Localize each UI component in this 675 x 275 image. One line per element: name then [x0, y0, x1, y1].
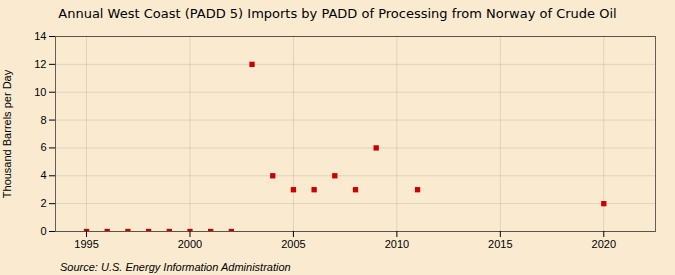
svg-text:10: 10: [34, 86, 46, 98]
html-text:Annual West Coast (PADD 5) Imp: Annual West Coast (PADD 5) Imports by PA…: [58, 6, 617, 21]
svg-text:6: 6: [40, 141, 46, 153]
svg-text:8: 8: [40, 114, 46, 126]
svg-text:2010: 2010: [385, 238, 409, 250]
html-text:Source: U.S. Energy Informatio: Source: U.S. Energy Information Administ…: [60, 261, 291, 273]
svg-text:2015: 2015: [488, 238, 512, 250]
svg-text:2000: 2000: [178, 238, 202, 250]
svg-text:14: 14: [34, 30, 46, 42]
svg-text:2005: 2005: [281, 238, 305, 250]
svg-text:2: 2: [40, 197, 46, 209]
svg-text:1995: 1995: [74, 238, 98, 250]
svg-text:0: 0: [40, 225, 46, 237]
svg-text:2020: 2020: [592, 238, 616, 250]
svg-text:Thousand Barrels per Day: Thousand Barrels per Day: [1, 69, 13, 198]
svg-text:12: 12: [34, 58, 46, 70]
svg-text:4: 4: [40, 169, 46, 181]
